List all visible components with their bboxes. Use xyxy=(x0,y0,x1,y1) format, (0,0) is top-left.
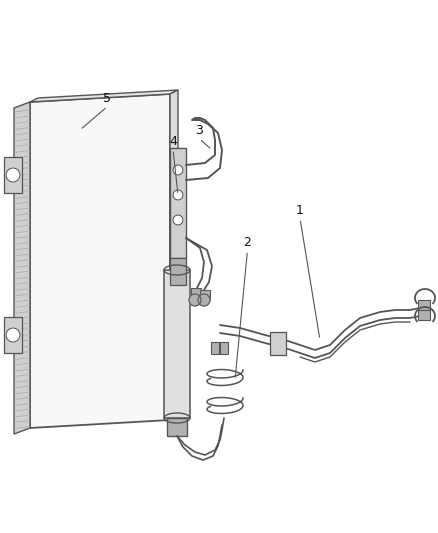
Polygon shape xyxy=(167,418,187,436)
Polygon shape xyxy=(220,342,228,354)
Polygon shape xyxy=(170,90,178,420)
Polygon shape xyxy=(191,288,201,298)
Polygon shape xyxy=(170,148,186,258)
Polygon shape xyxy=(4,157,22,193)
Polygon shape xyxy=(270,332,286,355)
Text: 3: 3 xyxy=(195,124,203,137)
Polygon shape xyxy=(200,290,210,300)
Text: 5: 5 xyxy=(103,92,111,105)
Text: 2: 2 xyxy=(244,236,251,249)
Polygon shape xyxy=(14,102,30,434)
Circle shape xyxy=(6,168,20,182)
Circle shape xyxy=(198,294,210,306)
Polygon shape xyxy=(211,342,219,354)
Circle shape xyxy=(173,165,183,175)
Text: 4: 4 xyxy=(169,135,177,148)
Circle shape xyxy=(173,215,183,225)
Polygon shape xyxy=(170,258,186,285)
Circle shape xyxy=(189,294,201,306)
Text: 1: 1 xyxy=(296,204,304,217)
Circle shape xyxy=(6,328,20,342)
Circle shape xyxy=(173,190,183,200)
Polygon shape xyxy=(30,90,178,102)
Polygon shape xyxy=(418,310,430,320)
Polygon shape xyxy=(418,300,430,310)
Polygon shape xyxy=(4,317,22,353)
Polygon shape xyxy=(164,270,190,418)
Polygon shape xyxy=(30,94,170,428)
